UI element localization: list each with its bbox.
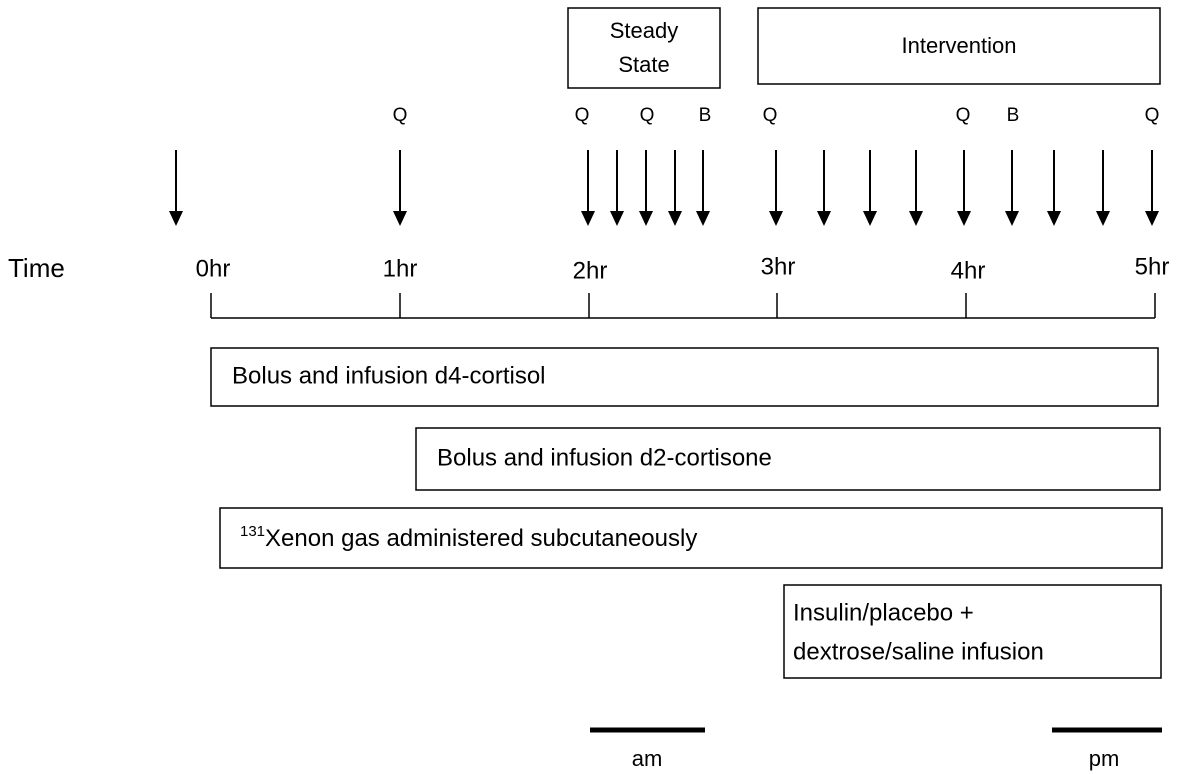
arrow-head	[639, 211, 653, 226]
arrow-head	[1145, 211, 1159, 226]
infusion-box	[219, 507, 1163, 569]
infusion-box	[415, 427, 1161, 491]
tick-label: 3hr	[761, 253, 796, 280]
phase-label: Steady	[610, 18, 679, 43]
arrow-head	[668, 211, 682, 226]
tick-label: 5hr	[1135, 253, 1170, 280]
phase-box	[757, 7, 1161, 85]
infusion-label: Bolus and infusion d2-cortisone	[437, 444, 772, 471]
sample-label: Q	[763, 105, 778, 126]
infusion-label: dextrose/saline infusion	[793, 638, 1044, 665]
arrow-head	[696, 211, 710, 226]
infusion-label: 131Xenon gas administered subcutaneously	[240, 523, 697, 552]
label-text: Xenon gas administered subcutaneously	[265, 525, 697, 552]
arrow-head	[581, 211, 595, 226]
arrow-head	[817, 211, 831, 226]
arrow-head	[1096, 211, 1110, 226]
sample-label: B	[699, 105, 712, 126]
infusion-box	[210, 347, 1159, 407]
arrow-head	[610, 211, 624, 226]
phase-label: Intervention	[902, 33, 1017, 58]
scale-label: am	[632, 746, 663, 771]
sample-label: Q	[393, 105, 408, 126]
infusion-label: Bolus and infusion d4-cortisol	[232, 362, 546, 389]
arrow-head	[169, 211, 183, 226]
phase-box	[567, 7, 721, 89]
superscript: 131	[240, 523, 265, 540]
scale-label: pm	[1089, 746, 1120, 771]
arrow-head	[1047, 211, 1061, 226]
arrow-head	[909, 211, 923, 226]
arrow-head	[957, 211, 971, 226]
arrow-head	[393, 211, 407, 226]
sample-label: Q	[575, 105, 590, 126]
arrow-head	[1005, 211, 1019, 226]
infusion-label: Insulin/placebo +	[793, 599, 974, 626]
arrow-head	[863, 211, 877, 226]
arrow-head	[769, 211, 783, 226]
tick-label: 1hr	[383, 255, 418, 282]
infusion-box	[783, 584, 1162, 679]
tick-label: 2hr	[573, 257, 608, 284]
phase-label: State	[618, 52, 669, 77]
sample-label: Q	[956, 105, 971, 126]
sample-label: Q	[640, 105, 655, 126]
axis-label: Time	[8, 253, 65, 283]
sample-label: Q	[1145, 105, 1160, 126]
sample-label: B	[1007, 105, 1020, 126]
tick-label: 0hr	[196, 255, 231, 282]
tick-label: 4hr	[951, 257, 986, 284]
